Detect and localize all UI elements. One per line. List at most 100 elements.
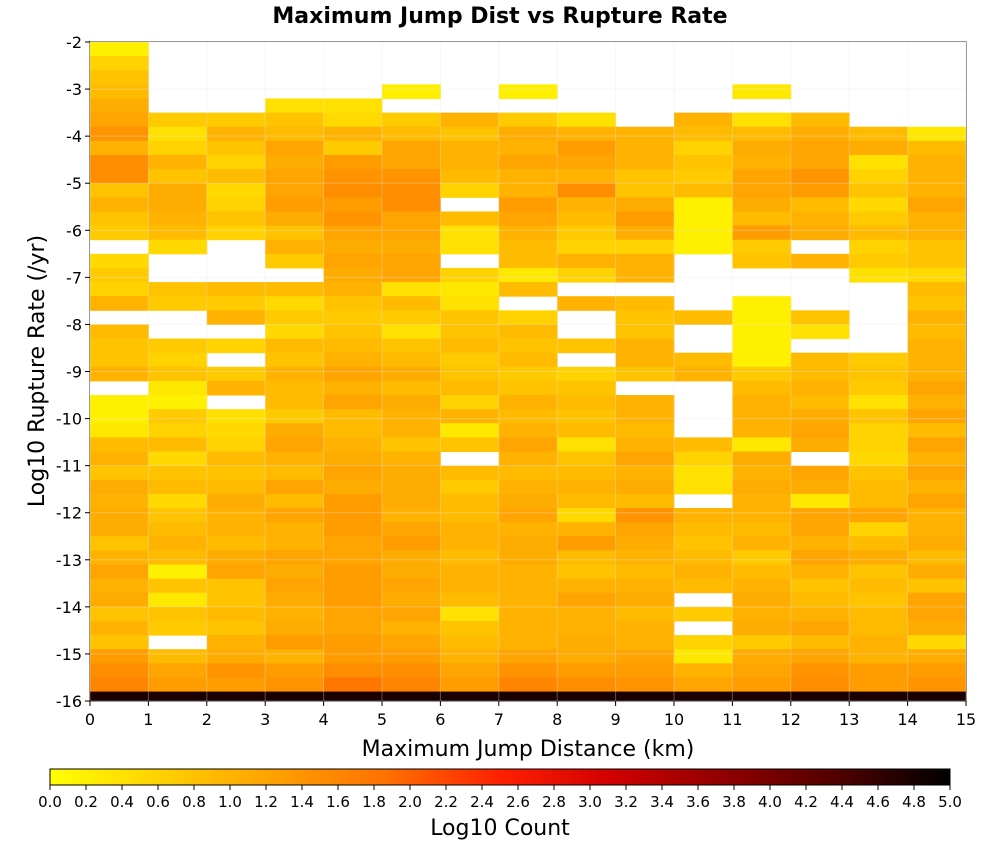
heatmap-cell [148,423,208,438]
heatmap-cell [907,522,967,537]
x-tick-label: 0 [85,710,95,729]
heatmap-cell [265,140,325,156]
heatmap-cell [557,395,617,410]
heatmap-cell [265,366,325,382]
heatmap-cell [674,140,733,156]
heatmap-cell [265,98,325,114]
heatmap-cell [498,380,558,396]
heatmap-cell [732,465,792,481]
heatmap-cell [615,310,675,325]
heatmap-cell [615,465,675,481]
heatmap-cell [206,451,266,467]
heatmap-cell [382,691,441,702]
heatmap-cell [615,522,675,537]
heatmap-cell [849,635,909,650]
heatmap-cell [557,493,617,509]
heatmap-cell [148,197,208,212]
heatmap-cell [849,211,909,227]
colorbar-tick-label: 2.0 [398,793,422,811]
heatmap-cell [907,451,967,467]
heatmap-cell [90,479,149,495]
heatmap-cell [557,126,617,142]
heatmap-cell [674,437,733,453]
heatmap-cell [557,451,617,467]
heatmap-cell [557,649,617,664]
heatmap-cells [90,42,967,702]
heatmap-cell [849,352,909,368]
heatmap-cell [382,126,441,142]
heatmap-cell [206,550,266,565]
heatmap-cell [732,592,792,608]
heatmap-cell [265,183,325,198]
heatmap-cell [732,197,792,212]
heatmap-cell [148,592,208,608]
heatmap-cell [674,550,733,565]
heatmap-cell [790,380,850,396]
heatmap-cell [674,225,733,241]
heatmap-cell [498,522,558,537]
heatmap-cell [674,564,733,580]
heatmap-cell [849,522,909,537]
heatmap-cell [907,437,967,453]
heatmap-cell [265,352,325,368]
heatmap-cell [323,154,383,170]
heatmap-cell [498,409,558,424]
heatmap-cell [148,126,208,142]
heatmap-cell [849,154,909,170]
heatmap-cell [790,493,850,509]
heatmap-cell [323,606,383,622]
heatmap-cell [790,395,850,410]
y-axis-label: Log10 Rupture Rate (/yr) [25,235,50,507]
heatmap-cell [498,267,558,283]
heatmap-cell [90,465,149,481]
heatmap-cell [615,564,675,580]
heatmap-cell [148,296,208,311]
heatmap-cell [849,423,909,438]
heatmap-cell [440,352,500,368]
heatmap-cell [849,366,909,382]
heatmap-cell [557,296,617,311]
heatmap-cell [557,479,617,495]
heatmap-cell [557,578,617,594]
heatmap-cell [615,183,675,198]
heatmap-cell [206,423,266,438]
heatmap-cell [382,578,441,594]
y-tick-label: -12 [56,504,82,523]
heatmap-cell [90,564,149,580]
heatmap-cell [440,112,500,128]
heatmap-cell [382,296,441,311]
heatmap-cell [265,451,325,467]
heatmap-cell [615,352,675,368]
heatmap-cell [382,366,441,382]
heatmap-cell [790,409,850,424]
heatmap-cell [323,98,383,114]
heatmap-cell [323,169,383,184]
heatmap-cell [440,282,500,297]
heatmap-cell [615,423,675,438]
colorbar-tick-label: 2.6 [506,793,530,811]
heatmap-cell [323,310,383,325]
heatmap-cell [907,409,967,424]
heatmap-cell [148,409,208,424]
heatmap-cell [265,380,325,396]
heatmap-cell [849,508,909,523]
heatmap-cell [849,663,909,678]
heatmap-cell [732,352,792,368]
heatmap-cell [674,310,733,325]
heatmap-cell [206,620,266,636]
x-tick-label: 6 [435,710,445,729]
heatmap-cell [206,282,266,297]
colorbar-ticks: 0.0 0.2 0.4 0.6 0.8 1.0 1.2 1.4 1.6 1.8 2.0 2.2 2.4 2… [38,785,962,811]
heatmap-cell [849,380,909,396]
heatmap-cell [498,606,558,622]
heatmap-cell [907,366,967,382]
heatmap-cell [265,536,325,551]
heatmap-cell [440,691,500,702]
heatmap-cell [323,522,383,537]
heatmap-cell [732,479,792,495]
heatmap-cell [440,592,500,608]
heatmap-cell [440,508,500,523]
heatmap-cell [323,663,383,678]
heatmap-cell [323,677,383,693]
heatmap-cell [557,154,617,170]
